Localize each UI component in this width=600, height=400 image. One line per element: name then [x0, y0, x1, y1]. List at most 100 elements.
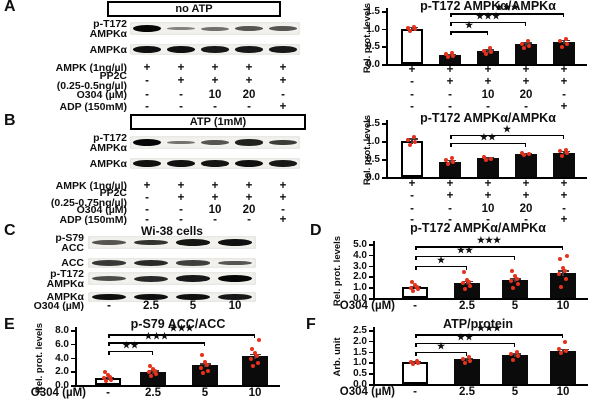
data-point [484, 52, 488, 57]
blot-band [133, 160, 161, 167]
data-point [520, 150, 524, 155]
error-bar-cap [444, 159, 456, 162]
panel-a-box-title: no ATP [107, 1, 281, 17]
data-point [255, 354, 259, 359]
y-tick [369, 340, 373, 343]
blot-band [133, 46, 161, 53]
x-symbol: + [522, 76, 530, 88]
chart-y-label: Rel. prot. levels [332, 235, 343, 307]
data-point [509, 351, 513, 356]
x-symbol: - [106, 387, 110, 399]
x-symbol: + [522, 178, 530, 190]
data-point [564, 147, 568, 152]
treatment-label: AMPK (1ng/µl) [55, 180, 127, 192]
sig-bracket-end [524, 142, 526, 147]
y-axis [373, 327, 375, 384]
x-symbol: - [448, 89, 452, 101]
treatment-symbol: 20 [242, 204, 256, 216]
x-symbol: 5 [511, 386, 519, 398]
y-tick [369, 362, 373, 364]
data-point [558, 149, 562, 154]
sig-bracket-end [415, 265, 417, 270]
data-point [511, 357, 515, 362]
data-point [564, 276, 568, 281]
y-tick [382, 46, 386, 48]
y-tick [71, 330, 75, 332]
data-point [205, 363, 209, 368]
blot-band [133, 139, 161, 146]
panel-c-title: Wi-38 cells [141, 224, 203, 238]
data-point [102, 376, 106, 381]
x-symbol: - [448, 101, 452, 113]
data-point [560, 154, 564, 159]
treatment-symbol: - [179, 101, 183, 113]
sig-bracket-end [108, 350, 110, 355]
y-tick-label: 2.0 [353, 271, 367, 283]
x-symbol: - [410, 203, 414, 215]
panel-c: C Wi-38 cells p-S79 ACC ACC p-T172 AMPKα AM… [0, 222, 300, 318]
treatment-symbol: + [211, 192, 219, 204]
treatment-symbol: - [145, 89, 149, 101]
treatment-label: ADP (150mM) [59, 214, 128, 226]
data-point [416, 286, 420, 291]
x-symbol: - [413, 386, 417, 398]
blot-row-label: AMPKα [89, 43, 127, 56]
blot-row-label: ACC [61, 257, 84, 269]
error-bar [466, 357, 468, 361]
y-tick [382, 141, 386, 143]
treatment-symbol: - [145, 101, 149, 113]
bar [477, 158, 499, 177]
treatment-symbol: + [279, 180, 287, 192]
y-tick [71, 343, 75, 346]
data-point [468, 358, 472, 363]
treatment-symbol: + [279, 214, 287, 226]
treatment-label: AMPK (1ng/µl) [55, 62, 127, 74]
error-bar [411, 138, 413, 144]
data-point [410, 280, 414, 285]
treatment-symbol: + [211, 62, 219, 74]
data-point [206, 368, 210, 373]
data-point [527, 43, 531, 48]
data-point [509, 278, 513, 283]
sig-bracket-end [562, 134, 564, 139]
sig-bracket-end [108, 334, 110, 339]
treatment-symbol: - [145, 214, 149, 226]
blot-band [176, 275, 210, 282]
bar [550, 273, 576, 298]
sig-stars: ★★ [456, 331, 474, 342]
data-point [526, 39, 530, 44]
data-point [520, 41, 524, 46]
blot-band [167, 140, 195, 145]
data-point [559, 285, 563, 290]
panel-f-letter: F [306, 316, 316, 333]
data-point [563, 269, 567, 273]
data-point [153, 368, 157, 373]
data-point [446, 54, 450, 59]
sig-bracket-end [415, 351, 417, 356]
data-point [463, 286, 467, 291]
y-tick [369, 265, 373, 268]
y-tick [382, 28, 386, 31]
sig-bracket-end [465, 351, 467, 356]
sig-stars: ★★★ [475, 10, 501, 21]
panel-e-letter: E [4, 316, 15, 333]
treatment-symbol: - [107, 300, 111, 312]
data-point [416, 361, 420, 366]
sig-stars: ★★★ [144, 331, 169, 342]
data-point [203, 360, 207, 365]
chart-title: ATP/protein [443, 317, 513, 331]
treatment-label: PP2C (0.25-0.75ng/µl) [50, 187, 127, 209]
data-point [561, 265, 565, 270]
sig-stars: ★★★ [494, 2, 520, 13]
bar [439, 55, 461, 64]
x-symbol: - [562, 89, 566, 101]
panel-c-letter: C [4, 222, 16, 239]
sig-bracket [415, 342, 515, 345]
treatment-symbol: + [177, 180, 185, 192]
data-point [201, 371, 205, 376]
data-point [151, 367, 155, 372]
y-tick [369, 244, 373, 246]
bar [192, 365, 218, 385]
data-point [450, 156, 454, 161]
y-tick [369, 373, 373, 375]
